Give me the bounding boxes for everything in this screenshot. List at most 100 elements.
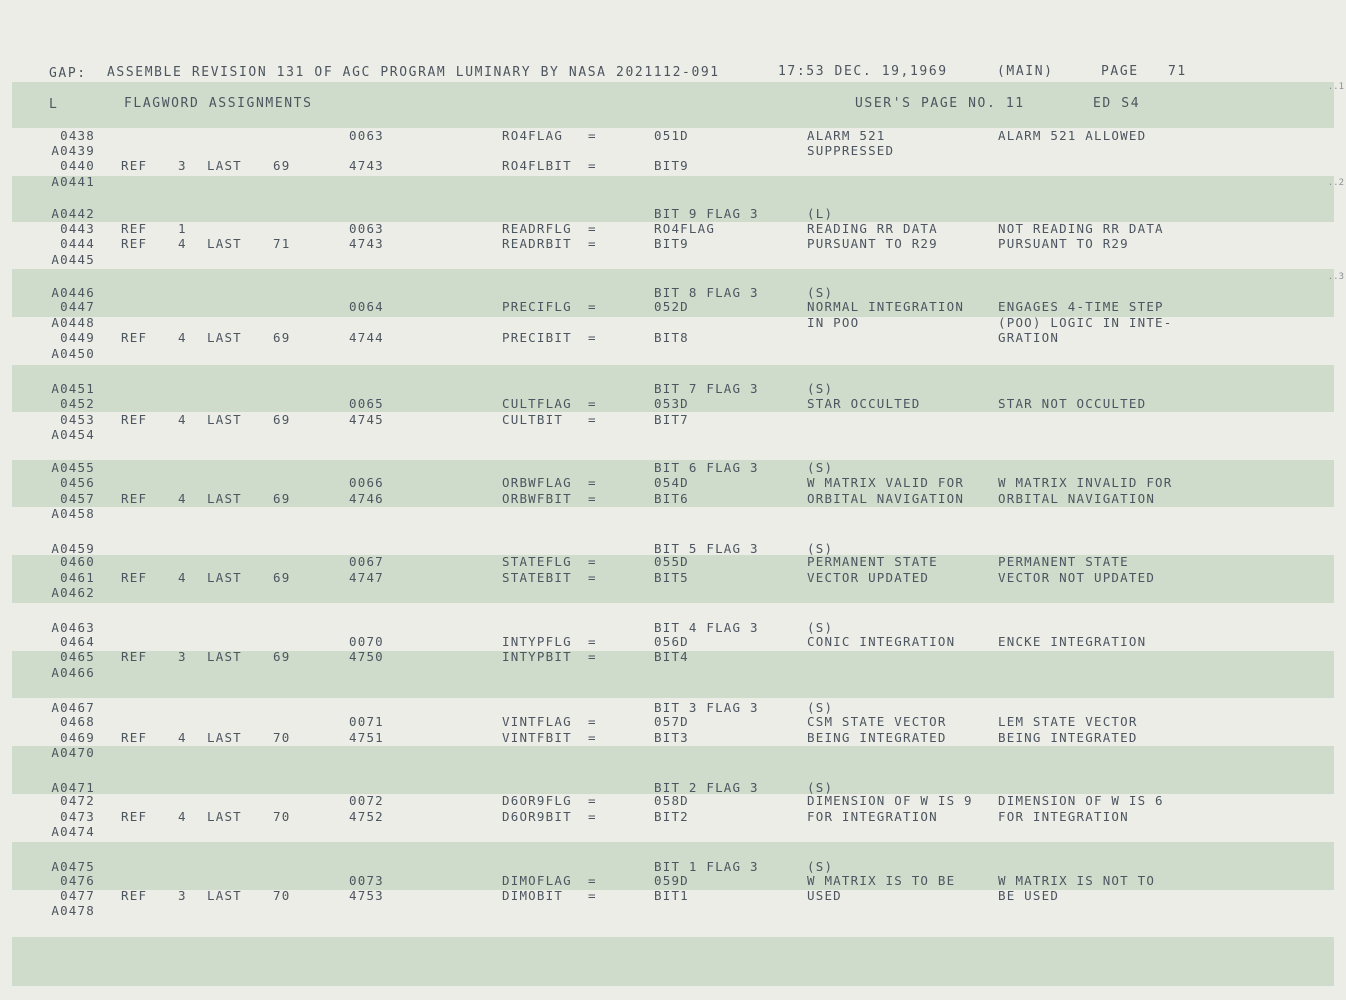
listing-c1: FOR INTEGRATION bbox=[807, 809, 938, 824]
paper-band bbox=[12, 365, 1334, 412]
listing-line: 0447 bbox=[60, 299, 95, 314]
listing-eq: = bbox=[588, 793, 597, 808]
listing-eq: = bbox=[588, 158, 597, 173]
listing-c2: W MATRIX IS NOT TO bbox=[998, 873, 1156, 888]
listing-last: LAST bbox=[207, 888, 242, 903]
listing-last: LAST bbox=[207, 236, 242, 251]
listing-val: BIT2 bbox=[654, 809, 689, 824]
listing-addr: 4750 bbox=[349, 649, 384, 664]
listing-val: 056D bbox=[654, 634, 689, 649]
listing-line: 0452 bbox=[60, 396, 95, 411]
listing-c1: IN POO bbox=[807, 315, 860, 330]
listing-addr: 0063 bbox=[349, 221, 384, 236]
listing-addr: 0063 bbox=[349, 128, 384, 143]
listing-val: BIT 4 FLAG 3 bbox=[654, 620, 759, 635]
listing-line: 0443 bbox=[60, 221, 95, 236]
listing-c2: ENGAGES 4-TIME STEP bbox=[998, 299, 1164, 314]
subheader-title: FLAGWORD ASSIGNMENTS bbox=[124, 96, 313, 111]
listing-line: 0453 bbox=[60, 412, 95, 427]
listing-line: 0460 bbox=[60, 554, 95, 569]
listing-rn: 4 bbox=[178, 236, 187, 251]
subheader-l: L bbox=[49, 97, 59, 112]
listing-eq: = bbox=[588, 412, 597, 427]
listing-addr: 0072 bbox=[349, 793, 384, 808]
listing-ref: REF bbox=[121, 730, 148, 745]
listing-val: BIT3 bbox=[654, 730, 689, 745]
listing-sym: ORBWFBIT bbox=[502, 491, 572, 506]
listing-rn: 4 bbox=[178, 730, 187, 745]
listing-c1: ALARM 521 bbox=[807, 128, 886, 143]
header-main: (MAIN) bbox=[997, 64, 1054, 79]
listing-c1: USED bbox=[807, 888, 842, 903]
listing-ln: 69 bbox=[273, 330, 291, 345]
listing-line: A0466 bbox=[51, 665, 95, 680]
listing-c1: STAR OCCULTED bbox=[807, 396, 921, 411]
listing-val: BIT1 bbox=[654, 888, 689, 903]
listing-line: A0478 bbox=[51, 903, 95, 918]
listing-ref: REF bbox=[121, 412, 148, 427]
listing-val: BIT6 bbox=[654, 491, 689, 506]
listing-rn: 4 bbox=[178, 491, 187, 506]
listing-c1: (S) bbox=[807, 285, 834, 300]
header-time: 17:53 DEC. 19,1969 bbox=[778, 64, 948, 79]
listing-val: BIT7 bbox=[654, 412, 689, 427]
listing-line: 0449 bbox=[60, 330, 95, 345]
listing-val: BIT5 bbox=[654, 570, 689, 585]
paper-band bbox=[12, 176, 1334, 222]
listing-ln: 70 bbox=[273, 730, 291, 745]
listing-addr: 0066 bbox=[349, 475, 384, 490]
paper-band bbox=[12, 269, 1334, 317]
listing-line: 0457 bbox=[60, 491, 95, 506]
listing-val: 059D bbox=[654, 873, 689, 888]
listing-last: LAST bbox=[207, 491, 242, 506]
listing-addr: 0071 bbox=[349, 714, 384, 729]
listing-val: BIT 6 FLAG 3 bbox=[654, 460, 759, 475]
listing-addr: 4753 bbox=[349, 888, 384, 903]
listing-c1: W MATRIX VALID FOR bbox=[807, 475, 965, 490]
listing-eq: = bbox=[588, 236, 597, 251]
listing-sym: PRECIFLG bbox=[502, 299, 572, 314]
listing-addr: 0064 bbox=[349, 299, 384, 314]
listing-addr: 0073 bbox=[349, 873, 384, 888]
listing-rn: 4 bbox=[178, 570, 187, 585]
listing-c2: LEM STATE VECTOR bbox=[998, 714, 1138, 729]
listing-c1: (S) bbox=[807, 460, 834, 475]
listing-line: 0461 bbox=[60, 570, 95, 585]
listing-c2: PERMANENT STATE bbox=[998, 554, 1129, 569]
listing-c1: PERMANENT STATE bbox=[807, 554, 938, 569]
listing-last: LAST bbox=[207, 330, 242, 345]
listing-eq: = bbox=[588, 221, 597, 236]
listing-eq: = bbox=[588, 649, 597, 664]
listing-sym: DIMOFLAG bbox=[502, 873, 572, 888]
listing-sym: STATEBIT bbox=[502, 570, 572, 585]
listing-val: BIT 5 FLAG 3 bbox=[654, 541, 759, 556]
listing-eq: = bbox=[588, 730, 597, 745]
listing-ref: REF bbox=[121, 809, 148, 824]
listing-line: 0438 bbox=[60, 128, 95, 143]
listing-val: 053D bbox=[654, 396, 689, 411]
paper-band bbox=[12, 82, 1334, 128]
listing-line: A0455 bbox=[51, 460, 95, 475]
listing-eq: = bbox=[588, 128, 597, 143]
listing-addr: 4745 bbox=[349, 412, 384, 427]
listing-val: 054D bbox=[654, 475, 689, 490]
listing-line: A0462 bbox=[51, 585, 95, 600]
listing-line: A0463 bbox=[51, 620, 95, 635]
listing-sym: PRECIBIT bbox=[502, 330, 572, 345]
listing-line: A0451 bbox=[51, 381, 95, 396]
listing-addr: 4743 bbox=[349, 158, 384, 173]
listing-sym: READRFLG bbox=[502, 221, 572, 236]
listing-val: BIT 7 FLAG 3 bbox=[654, 381, 759, 396]
listing-line: A0450 bbox=[51, 346, 95, 361]
listing-c1: (S) bbox=[807, 780, 834, 795]
header-assemble: ASSEMBLE REVISION 131 OF AGC PROGRAM LUM… bbox=[107, 65, 720, 80]
listing-line: A0439 bbox=[51, 143, 95, 158]
listing-c1: (S) bbox=[807, 859, 834, 874]
listing-ref: REF bbox=[121, 330, 148, 345]
listing-val: 052D bbox=[654, 299, 689, 314]
listing-last: LAST bbox=[207, 158, 242, 173]
listing-c1: PURSUANT TO R29 bbox=[807, 236, 938, 251]
paper-band bbox=[12, 746, 1334, 794]
listing-sym: VINTFBIT bbox=[502, 730, 572, 745]
header-page-label: PAGE bbox=[1101, 64, 1139, 79]
